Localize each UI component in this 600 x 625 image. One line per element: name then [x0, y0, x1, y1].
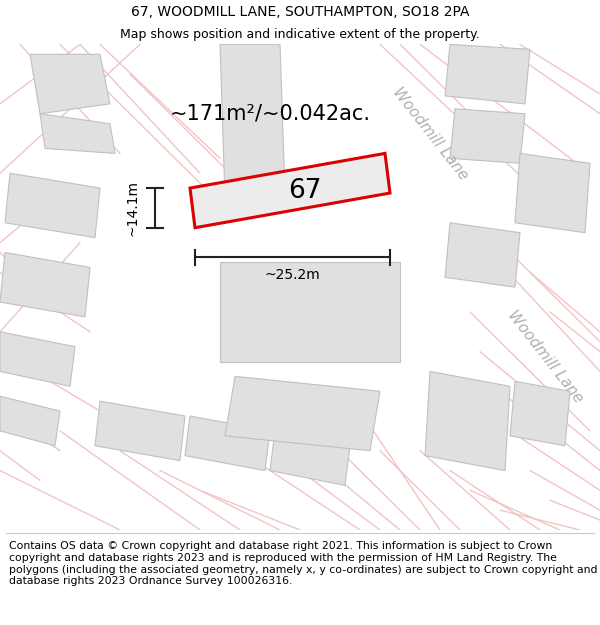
Polygon shape — [95, 401, 185, 461]
Polygon shape — [425, 371, 510, 471]
Polygon shape — [40, 114, 115, 153]
Polygon shape — [190, 153, 390, 228]
Text: ~25.2m: ~25.2m — [265, 268, 320, 282]
Polygon shape — [445, 44, 530, 104]
Text: ~171m²/~0.042ac.: ~171m²/~0.042ac. — [170, 104, 371, 124]
Polygon shape — [0, 332, 75, 386]
Polygon shape — [225, 376, 380, 451]
Polygon shape — [450, 109, 525, 163]
Text: 67, WOODMILL LANE, SOUTHAMPTON, SO18 2PA: 67, WOODMILL LANE, SOUTHAMPTON, SO18 2PA — [131, 6, 469, 19]
Polygon shape — [220, 44, 285, 198]
Text: Woodmill Lane: Woodmill Lane — [389, 84, 470, 182]
Polygon shape — [5, 173, 100, 238]
Polygon shape — [445, 222, 520, 288]
Text: Woodmill Lane: Woodmill Lane — [505, 308, 586, 406]
Polygon shape — [30, 54, 110, 114]
Text: 67: 67 — [288, 177, 322, 204]
Polygon shape — [0, 396, 60, 446]
Polygon shape — [270, 431, 350, 486]
Polygon shape — [515, 153, 590, 232]
Text: Map shows position and indicative extent of the property.: Map shows position and indicative extent… — [120, 28, 480, 41]
Polygon shape — [185, 416, 270, 471]
Text: Contains OS data © Crown copyright and database right 2021. This information is : Contains OS data © Crown copyright and d… — [9, 541, 598, 586]
Text: ~14.1m: ~14.1m — [126, 180, 140, 236]
Polygon shape — [510, 381, 570, 446]
Polygon shape — [220, 262, 400, 361]
Polygon shape — [0, 253, 90, 317]
